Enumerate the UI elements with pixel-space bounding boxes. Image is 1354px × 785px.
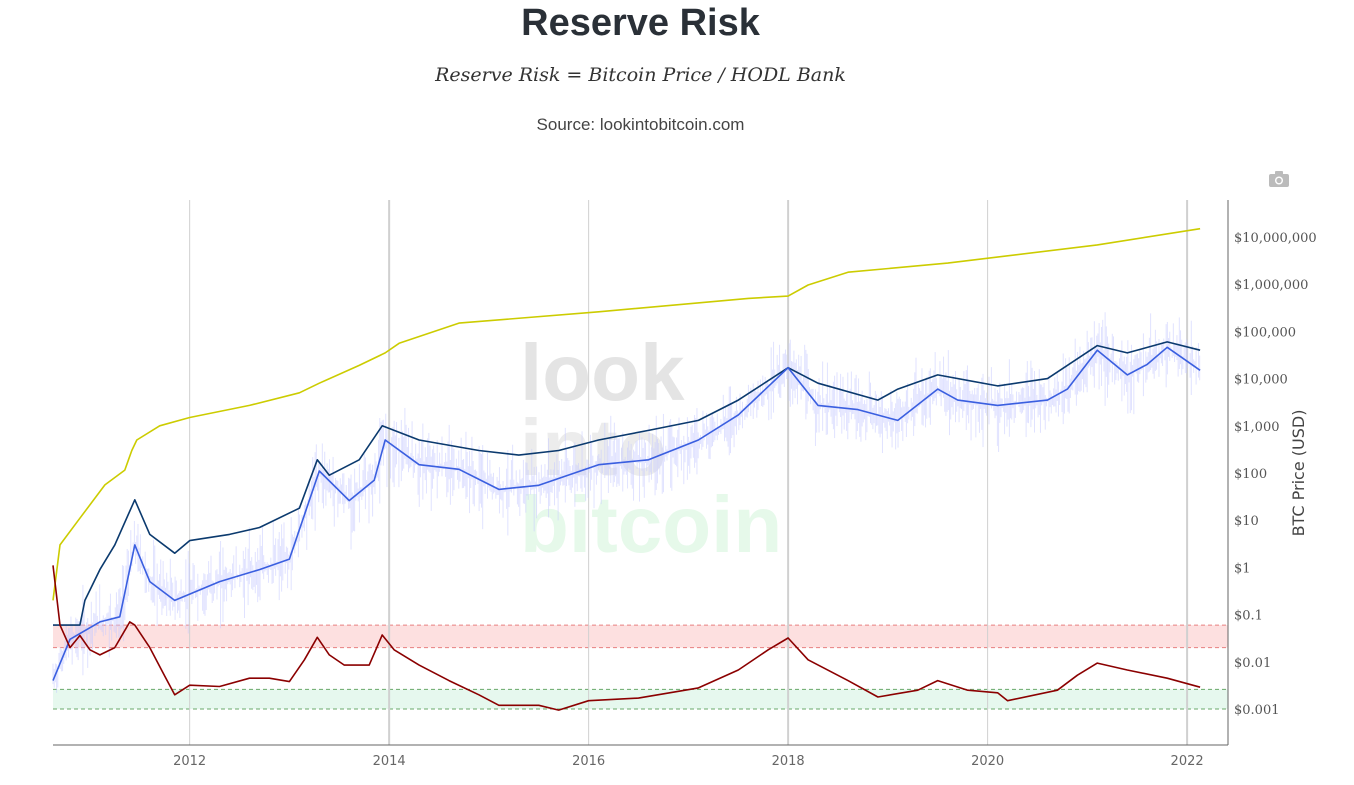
y-tick-label: $10 [1234,514,1259,529]
chart-title: Reserve Risk [521,2,760,44]
y-tick-label: $0.1 [1234,609,1263,624]
price-average-line [52,346,1201,681]
hodl-bank-line [52,227,1201,601]
y-tick-label: $100 [1234,467,1267,482]
reserve-risk-line [52,565,1201,711]
y-tick-label: $0.01 [1234,656,1271,671]
x-tick-label: 2014 [373,754,406,769]
camera-icon[interactable] [1269,171,1289,187]
btc-price-line [53,341,1201,626]
x-tick-label: 2018 [772,754,805,769]
chart-formula: Reserve Risk = Bitcoin Price / HODL Bank [435,64,846,86]
x-tick-label: 2020 [971,754,1004,769]
chart-source: Source: lookintobitcoin.com [536,115,745,134]
svg-text:look: look [520,328,685,417]
svg-text:bitcoin: bitcoin [520,480,782,569]
y-axis-title: BTC Price (USD) [1289,410,1308,537]
y-tick-label: $100,000 [1234,325,1296,340]
y-tick-label: $0.001 [1234,703,1280,718]
green-band [53,689,1228,709]
y-tick-label: $1 [1234,561,1251,576]
red-band [53,625,1228,648]
y-tick-label: $10,000,000 [1234,231,1317,246]
y-tick-label: $10,000 [1234,373,1288,388]
x-tick-label: 2022 [1171,754,1204,769]
x-tick-label: 2012 [173,754,206,769]
y-tick-label: $1,000 [1234,420,1280,435]
y-tick-label: $1,000,000 [1234,278,1308,293]
watermark-logo: look into bitcoin [520,328,782,569]
x-tick-label: 2016 [572,754,605,769]
